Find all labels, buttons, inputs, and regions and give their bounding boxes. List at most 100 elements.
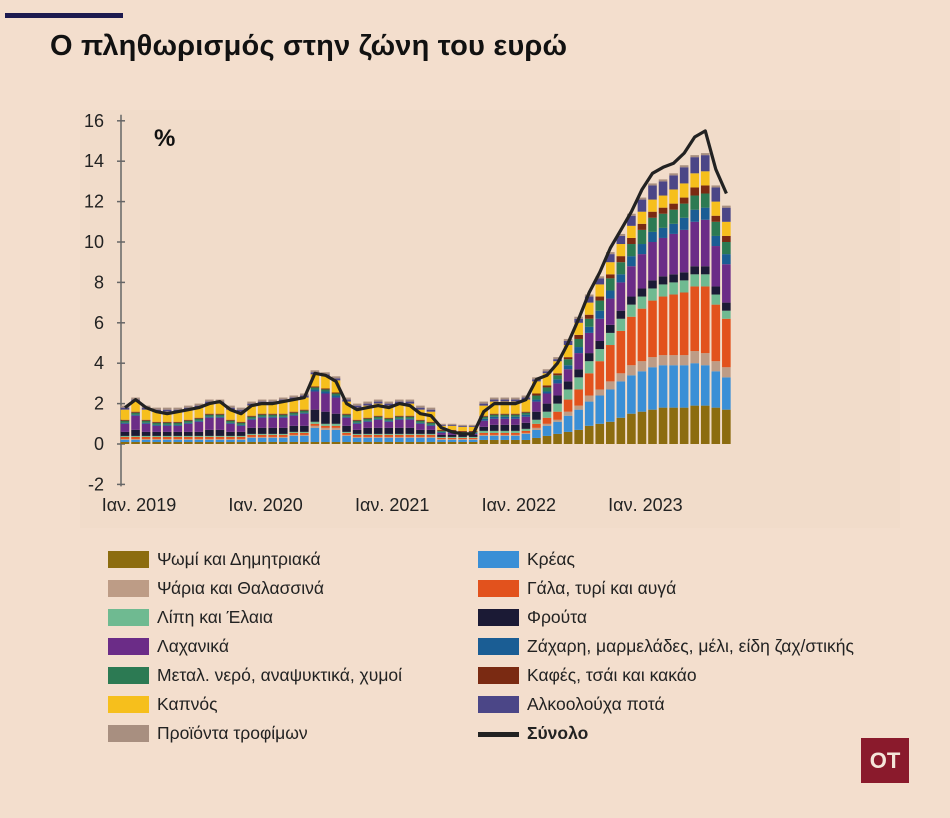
bar-segment bbox=[226, 409, 235, 420]
bar-segment bbox=[532, 381, 541, 394]
bar-segment bbox=[141, 419, 151, 421]
legend-label: Λίπη και Έλαια bbox=[157, 607, 273, 627]
bar-segment bbox=[447, 439, 457, 442]
bar-segment bbox=[416, 434, 425, 437]
bar-segment bbox=[511, 430, 520, 433]
legend-swatch bbox=[478, 696, 519, 713]
bar-stack-2020-02 bbox=[257, 399, 267, 444]
bar-segment bbox=[542, 371, 552, 374]
bar-segment bbox=[595, 278, 605, 285]
bar-segment bbox=[637, 411, 647, 444]
bar-segment bbox=[289, 411, 299, 413]
bar-stack-2020-12 bbox=[363, 401, 372, 444]
bar-segment bbox=[120, 409, 130, 420]
bar-segment bbox=[184, 409, 193, 420]
bar-segment bbox=[416, 420, 425, 423]
bar-segment bbox=[606, 389, 615, 422]
bar-segment bbox=[162, 441, 172, 444]
bar-segment bbox=[395, 441, 404, 444]
bar-segment bbox=[352, 403, 362, 406]
bar-segment bbox=[310, 425, 320, 428]
bar-segment bbox=[162, 435, 172, 437]
bar-segment bbox=[458, 426, 467, 431]
bar-segment bbox=[257, 403, 267, 414]
bar-stack-2023-02 bbox=[637, 197, 647, 444]
bar-segment bbox=[553, 395, 562, 404]
bar-segment bbox=[141, 435, 151, 437]
bar-segment bbox=[247, 441, 256, 444]
bar-segment bbox=[331, 395, 341, 398]
bar-segment bbox=[352, 405, 362, 408]
bar-segment bbox=[342, 413, 351, 415]
bar-segment bbox=[384, 441, 394, 444]
x-tick-label: Ιαν. 2019 bbox=[102, 495, 176, 515]
bar-segment bbox=[342, 432, 351, 435]
legend-item: Ψάρια και Θαλασσινά bbox=[108, 574, 402, 603]
bar-segment bbox=[278, 441, 288, 444]
bar-segment bbox=[574, 334, 583, 339]
legend-swatch bbox=[108, 551, 149, 568]
legend-label: Γάλα, τυρί και αυγά bbox=[527, 578, 677, 598]
bar-segment bbox=[489, 424, 499, 431]
bar-segment bbox=[489, 401, 499, 414]
bar-segment bbox=[268, 399, 277, 402]
bar-segment bbox=[321, 427, 330, 430]
bar-segment bbox=[268, 417, 277, 428]
bar-segment bbox=[173, 441, 183, 444]
bar-segment bbox=[511, 416, 520, 419]
bar-segment bbox=[321, 423, 330, 426]
bar-segment bbox=[648, 211, 657, 218]
bar-segment bbox=[194, 418, 204, 421]
bar-segment bbox=[363, 417, 372, 419]
bar-segment bbox=[405, 436, 415, 438]
bar-segment bbox=[321, 425, 330, 428]
bar-segment bbox=[658, 227, 668, 238]
bar-segment bbox=[700, 274, 710, 287]
bar-segment bbox=[395, 433, 404, 435]
bar-segment bbox=[447, 437, 457, 439]
bar-segment bbox=[521, 422, 531, 429]
bar-segment bbox=[479, 420, 488, 427]
bar-segment bbox=[384, 420, 394, 422]
bar-segment bbox=[690, 274, 699, 287]
bar-segment bbox=[479, 418, 488, 421]
bar-segment bbox=[300, 413, 309, 426]
legend-item: Καπνός bbox=[108, 690, 402, 719]
bar-segment bbox=[215, 429, 225, 436]
bar-segment bbox=[373, 418, 383, 420]
bar-segment bbox=[722, 377, 731, 410]
bar-segment bbox=[215, 413, 225, 415]
bar-segment bbox=[194, 438, 204, 440]
bar-segment bbox=[690, 266, 699, 275]
bar-segment bbox=[215, 435, 225, 437]
bar-segment bbox=[162, 424, 172, 426]
bar-segment bbox=[131, 401, 140, 412]
bar-segment bbox=[257, 427, 267, 434]
legend-label: Μεταλ. νερό, αναψυκτικά, χυμοί bbox=[157, 665, 403, 685]
bar-segment bbox=[184, 439, 193, 442]
bar-segment bbox=[700, 365, 710, 406]
bar-segment bbox=[616, 262, 626, 275]
bar-segment bbox=[700, 405, 710, 444]
bar-segment bbox=[373, 403, 383, 416]
legend-swatch bbox=[108, 580, 149, 597]
bar-segment bbox=[236, 409, 246, 412]
bar-segment bbox=[236, 439, 246, 442]
bar-segment bbox=[500, 435, 510, 440]
bar-segment bbox=[437, 432, 446, 435]
bar-segment bbox=[236, 411, 246, 422]
bar-segment bbox=[648, 357, 657, 368]
bar-segment bbox=[342, 441, 351, 444]
bar-segment bbox=[511, 401, 520, 414]
bar-segment bbox=[162, 411, 172, 422]
bar-segment bbox=[331, 441, 341, 444]
bar-segment bbox=[616, 282, 626, 311]
bar-segment bbox=[321, 372, 330, 375]
bar-segment bbox=[405, 416, 415, 419]
bar-segment bbox=[405, 419, 415, 428]
bar-segment bbox=[679, 407, 689, 444]
bar-segment bbox=[426, 429, 436, 434]
bar-segment bbox=[437, 437, 446, 439]
bar-segment bbox=[553, 373, 562, 376]
bar-segment bbox=[553, 433, 562, 444]
